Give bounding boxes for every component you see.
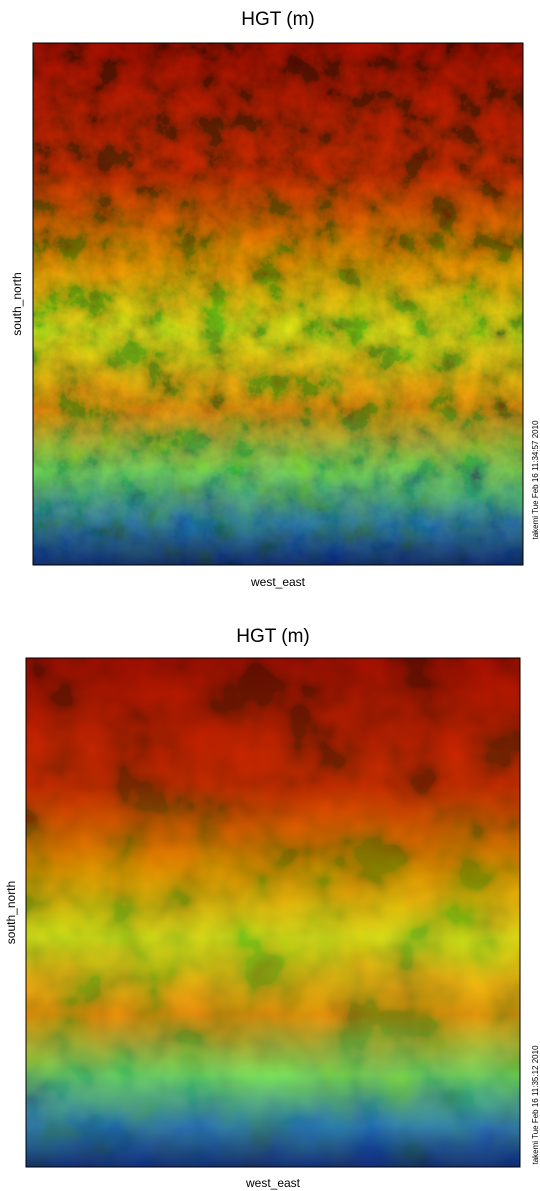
chart-title: HGT (m) [236,626,310,647]
timestamp: takemi Tue Feb 16 11:35:12 2010 [531,1045,540,1165]
chart-title: HGT (m) [241,9,315,30]
plot-frame [25,657,521,1168]
x-axis-label: west_east [250,575,306,589]
timestamp: takemi Tue Feb 16 11:34:57 2010 [531,420,540,540]
heatmap-texture [33,43,523,565]
y-axis-label: south_north [4,881,18,944]
y-axis-label: south_north [10,272,24,335]
x-axis-label: west_east [245,1176,301,1190]
plot-frame [32,42,524,566]
heatmap-texture [26,658,520,1167]
